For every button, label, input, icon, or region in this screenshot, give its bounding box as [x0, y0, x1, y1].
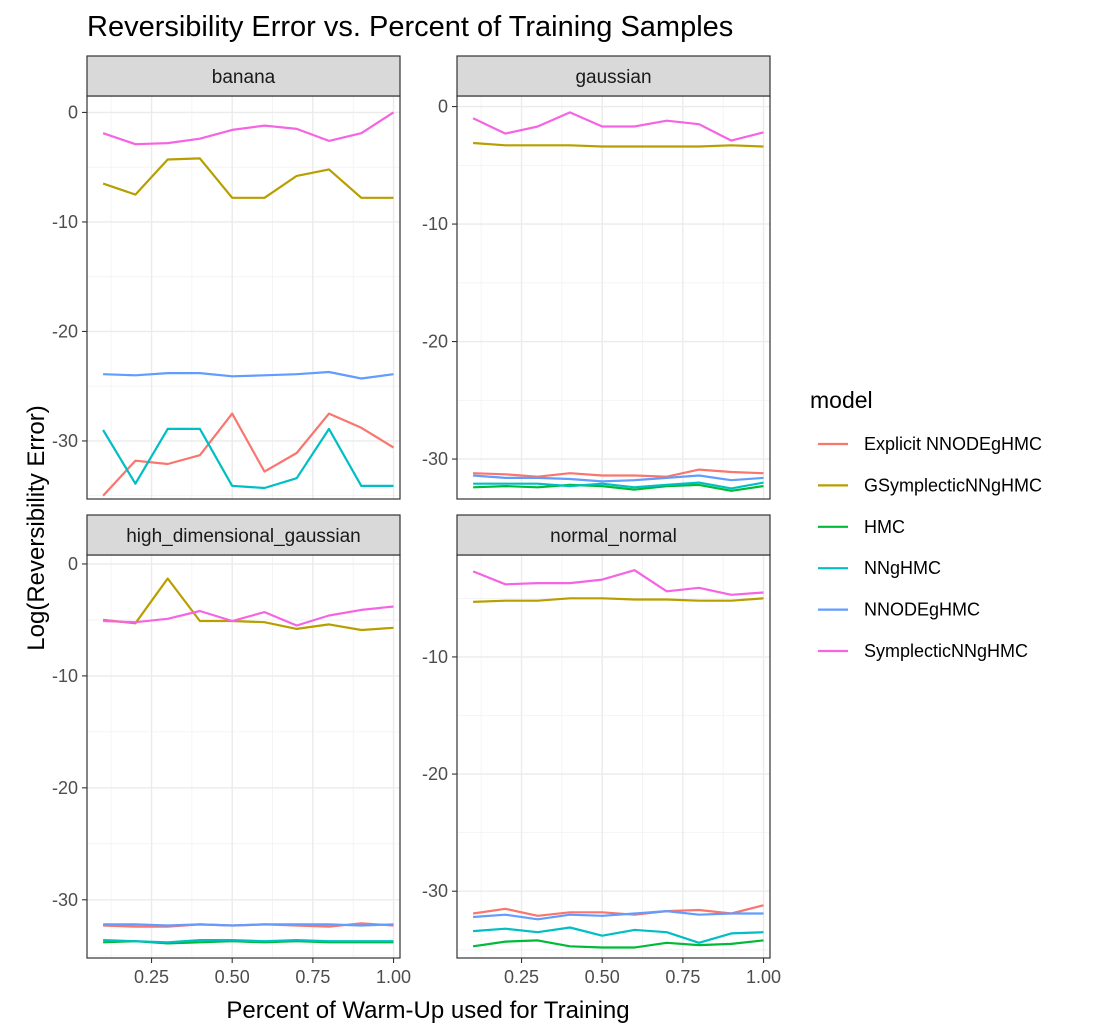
series-line-symplecticnnghmc	[472, 111, 764, 142]
panel-gaussian: gaussian 0 -10 -20 -30	[422, 55, 771, 500]
facet-panels: banana0-10-20-30gaussian0-10-20-30high_d…	[52, 55, 781, 987]
x-tick-label: 1.00	[376, 967, 411, 987]
series-line-gsymplecticnnghmc	[102, 157, 394, 199]
legend-item-nnodeghmc: NNODEgHMC	[818, 600, 980, 620]
series-line-symplecticnnghmc	[102, 111, 395, 146]
series-line-nnodeghmc	[473, 474, 764, 483]
panel-banana: banana 0 -10 -20 -30	[52, 55, 401, 500]
series-line-nnghmc	[103, 938, 394, 944]
chart-title: Reversibility Error vs. Percent of Train…	[87, 11, 733, 43]
legend-item-nnghmc: NNgHMC	[818, 558, 941, 578]
series-line-nnghmc	[473, 481, 764, 490]
series-line-nnodeghmc	[473, 909, 764, 921]
facet-strip-label: normal_normal	[550, 526, 677, 547]
x-tick-label: 0.50	[585, 967, 620, 987]
x-tick-label: 0.25	[134, 967, 169, 987]
y-tick-label: -20	[422, 764, 448, 784]
facet-strip	[86, 55, 401, 97]
facet-strip	[456, 55, 771, 97]
y-tick-label: -30	[52, 431, 78, 451]
legend-item-symplecticnnghmc: SymplecticNNgHMC	[818, 641, 1028, 661]
series-line-gsymplecticnnghmc	[473, 141, 764, 148]
series-line-hmc	[472, 939, 764, 949]
legend-label: NNODEgHMC	[864, 600, 980, 620]
series-line-gsymplecticnnghmc	[102, 577, 394, 632]
x-tick-label: 0.75	[295, 967, 330, 987]
y-tick-label: -20	[52, 321, 78, 341]
legend-item-gsymplecticnnghmc: GSymplecticNNgHMC	[818, 475, 1042, 495]
series-line-symplecticnnghmc	[103, 605, 394, 627]
y-tick-label: -30	[422, 449, 448, 469]
series-line-nnghmc	[102, 427, 394, 490]
panel-normal-normal: normal_normal -10 -20 -30 0.25 0.50 0.75 1.00	[422, 514, 781, 987]
series-line-symplecticnnghmc	[472, 569, 764, 596]
series-line-hmc	[473, 483, 764, 492]
x-axis-title: Percent of Warm-Up used for Training	[226, 997, 629, 1024]
facet-strip-label: gaussian	[575, 67, 651, 88]
y-tick-label: -20	[52, 778, 78, 798]
legend: model Explicit NNODEgHMC GSymplecticNNgHM…	[810, 387, 1042, 661]
facet-strip-label: high_dimensional_gaussian	[126, 526, 361, 547]
facet-strip	[86, 514, 401, 556]
y-tick-label: 0	[438, 97, 448, 117]
y-tick-label: 0	[68, 102, 78, 122]
x-tick-label: 0.50	[215, 967, 250, 987]
y-tick-label: -20	[422, 332, 448, 352]
legend-item-hmc: HMC	[818, 517, 905, 537]
legend-label: Explicit NNODEgHMC	[864, 434, 1042, 454]
x-tick-label: 1.00	[746, 967, 781, 987]
legend-label: GSymplecticNNgHMC	[864, 475, 1042, 495]
y-tick-label: 0	[68, 554, 78, 574]
x-tick-label: 0.25	[504, 967, 539, 987]
legend-label: HMC	[864, 517, 905, 537]
y-tick-label: -10	[52, 666, 78, 686]
panel-high-dimensional-gaussian: high_dimensional_gaussian 0 -10 -20 -30 0.25 0…	[52, 514, 411, 987]
y-tick-label: -10	[422, 647, 448, 667]
facet-strip-label: banana	[212, 67, 276, 88]
legend-title: model	[810, 387, 873, 413]
series-line-nnodeghmc	[103, 370, 394, 380]
series-line-nnghmc	[473, 926, 764, 944]
y-tick-label: -10	[52, 212, 78, 232]
legend-label: SymplecticNNgHMC	[864, 641, 1028, 661]
y-axis-title: Log(Reversibility Error)	[23, 405, 50, 650]
x-tick-label: 0.75	[665, 967, 700, 987]
legend-label: NNgHMC	[864, 558, 941, 578]
series-line-nnodeghmc	[103, 923, 394, 927]
series-line-gsymplecticnnghmc	[473, 597, 764, 603]
legend-item-explicit-nnodeghmc: Explicit NNODEgHMC	[818, 434, 1042, 454]
y-tick-label: -30	[52, 890, 78, 910]
y-tick-label: -30	[422, 881, 448, 901]
series-line-explicit-nnodeghmc	[102, 412, 395, 497]
series-line-explicit-nnodeghmc	[472, 904, 764, 917]
facet-strip	[456, 514, 771, 556]
panel-background	[457, 96, 770, 499]
y-tick-label: -10	[422, 214, 448, 234]
series-line-explicit-nnodeghmc	[473, 468, 764, 478]
